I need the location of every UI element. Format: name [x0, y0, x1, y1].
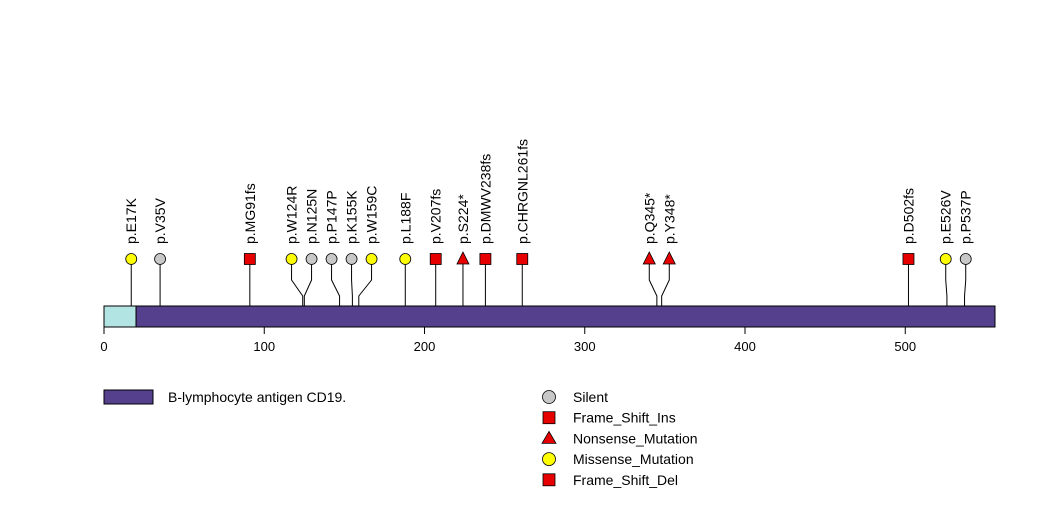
mutation-label: p.DMWV238fs: [477, 154, 493, 244]
mutation-marker: [305, 253, 318, 265]
legend-label: Missense_Mutation: [573, 451, 694, 467]
domain-segment: [135, 305, 996, 328]
mutation-marker: [516, 253, 529, 265]
domain-legend: B-lymphocyte antigen CD19.: [103, 389, 346, 405]
mutation-marker: [662, 251, 676, 265]
stems-layer: [130, 259, 967, 306]
mutation-marker: [456, 251, 470, 265]
type-legend: Silent Frame_Shift_Ins Nonsense_Mutation Mi…: [541, 389, 698, 488]
domain-legend-label: B-lymphocyte antigen CD19.: [168, 389, 346, 405]
mutation-marker: [479, 253, 492, 265]
legend-symbol: [542, 390, 556, 404]
markers-layer: [125, 251, 972, 265]
mutation-marker: [325, 253, 338, 265]
stem-line: [945, 259, 948, 306]
stem-line: [648, 259, 658, 306]
mutation-labels-layer: p.E17K p.V35V p.MG91fs p.W124R p.N125N p.P147…: [123, 139, 973, 244]
stem-line: [661, 259, 670, 306]
leading-region: [103, 305, 137, 328]
mutation-label: p.Q345*: [641, 192, 657, 244]
stem-line: [351, 259, 353, 306]
mutation-label: p.D502fs: [900, 188, 916, 244]
mutation-label: p.W159C: [364, 186, 380, 244]
mutation-label: p.L188F: [397, 193, 413, 244]
protein-bar: [103, 305, 996, 328]
stem-line: [331, 259, 341, 306]
mutation-marker: [902, 253, 915, 265]
mutation-label: p.W124R: [284, 186, 300, 244]
mutation-label: p.N125N: [304, 189, 320, 244]
stem-line: [303, 259, 313, 306]
legend-symbol: [541, 430, 557, 444]
x-axis: 0 100 200 300 400 500: [100, 326, 916, 354]
mutation-label: p.E526V: [938, 190, 954, 244]
mutation-marker: [243, 253, 256, 265]
mutation-marker: [429, 253, 442, 265]
mutation-marker: [642, 251, 656, 265]
mutation-marker: [285, 253, 298, 265]
mutation-label: p.P537P: [958, 190, 974, 244]
tick-label: 0: [100, 339, 107, 354]
tick-label: 400: [734, 339, 756, 354]
legend-label: Frame_Shift_Ins: [573, 410, 676, 426]
mutation-marker: [365, 253, 378, 265]
mutation-label: p.V207fs: [428, 189, 444, 244]
stem-line: [291, 259, 304, 306]
legend-symbol: [542, 411, 556, 425]
mutation-label: p.MG91fs: [242, 183, 258, 244]
legend-symbol: [542, 473, 556, 487]
legend-label: Nonsense_Mutation: [573, 430, 698, 446]
domain-legend-swatch: [103, 389, 154, 405]
stem-line: [964, 259, 967, 306]
stem-line: [358, 259, 373, 306]
mutation-marker: [345, 253, 358, 265]
tick-label: 100: [253, 339, 275, 354]
tick-label: 200: [414, 339, 436, 354]
mutation-marker: [125, 253, 138, 265]
mutation-marker: [939, 253, 952, 265]
mutation-label: p.Y348*: [661, 194, 677, 244]
mutation-label: p.CHRGNL261fs: [514, 139, 530, 244]
mutation-label: p.V35V: [152, 197, 168, 244]
mutation-label: p.K155K: [344, 190, 360, 244]
mutation-label: p.E17K: [123, 197, 139, 244]
tick-label: 300: [574, 339, 596, 354]
mutation-marker: [959, 253, 972, 265]
mutation-label: p.S224*: [455, 194, 471, 244]
mutation-label: p.P147P: [324, 190, 340, 244]
legend-label: Silent: [573, 389, 608, 405]
mutation-marker: [399, 253, 412, 265]
legend-label: Frame_Shift_Del: [573, 472, 678, 488]
tick-label: 500: [894, 339, 916, 354]
mutation-marker: [154, 253, 166, 265]
legend-symbol: [542, 452, 556, 467]
